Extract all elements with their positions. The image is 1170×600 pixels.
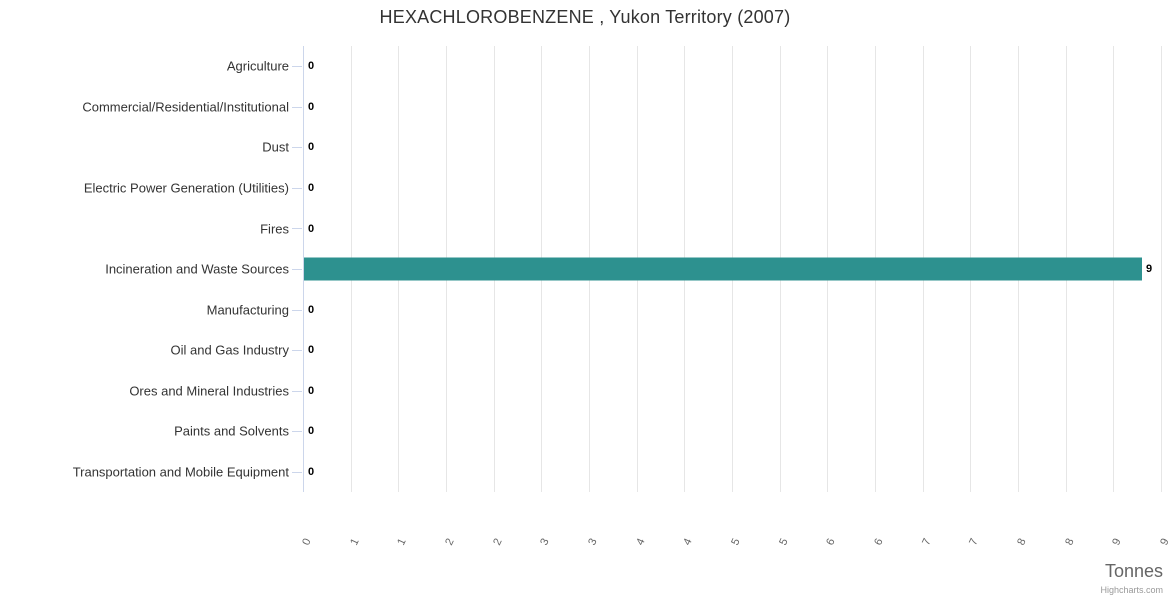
x-tick-label: 5 xyxy=(776,536,791,548)
x-tick-label: 4 xyxy=(681,536,696,548)
x-tick-label: 1 xyxy=(347,536,362,548)
category-axis-tick xyxy=(292,188,302,189)
category-axis-tick xyxy=(292,310,302,311)
x-tick-label: 4 xyxy=(633,536,648,548)
category-axis-tick xyxy=(292,107,302,108)
category-label: Transportation and Mobile Equipment xyxy=(72,464,289,480)
x-tick-label: 3 xyxy=(586,536,600,548)
x-tick-label: 9 xyxy=(1110,536,1125,548)
category-axis-line xyxy=(303,46,304,492)
data-label: 0 xyxy=(308,181,315,194)
x-tick-label: 2 xyxy=(443,536,457,548)
category-axis-tick xyxy=(292,350,302,351)
x-tick-label: 2 xyxy=(490,536,505,548)
data-label: 0 xyxy=(308,141,315,154)
x-tick-label: 1 xyxy=(395,536,410,548)
category-label: Paints and Solvents xyxy=(174,423,289,439)
x-tick-label: 7 xyxy=(967,536,982,548)
gridline xyxy=(1161,46,1162,492)
category-axis-tick xyxy=(292,228,302,229)
category-label: Commercial/Residential/Institutional xyxy=(82,99,289,115)
x-tick-label: 6 xyxy=(872,536,886,548)
data-label: 9 xyxy=(1146,263,1153,275)
category-axis-tick xyxy=(292,472,302,473)
category-label: Electric Power Generation (Utilities) xyxy=(83,180,289,196)
category-axis-tick xyxy=(292,147,302,148)
data-label: 0 xyxy=(308,100,315,113)
x-tick-label: 9 xyxy=(1158,536,1170,548)
category-axis-tick xyxy=(292,66,302,67)
x-tick-label: 0 xyxy=(300,536,314,548)
data-label: 0 xyxy=(308,344,315,357)
x-tick-label: 5 xyxy=(729,536,743,548)
x-tick-label: 7 xyxy=(919,536,934,548)
x-tick-label: 8 xyxy=(1015,536,1029,548)
category-label: Fires xyxy=(260,221,289,236)
highcharts-credit-link[interactable]: Highcharts.com xyxy=(1100,585,1163,595)
x-tick-label: 6 xyxy=(824,536,839,548)
data-label: 0 xyxy=(308,60,315,73)
category-axis-tick xyxy=(292,391,302,392)
chart-title: HEXACHLOROBENZENE , Yukon Territory (200… xyxy=(379,7,791,27)
data-label: 0 xyxy=(308,303,315,316)
x-axis-title: Tonnes xyxy=(1104,561,1163,581)
data-label: 0 xyxy=(308,465,315,478)
category-label: Incineration and Waste Sources xyxy=(105,261,289,277)
x-tick-label: 3 xyxy=(538,536,553,548)
x-tick-label: 8 xyxy=(1062,536,1077,548)
bar[interactable] xyxy=(304,257,1142,281)
category-label: Agriculture xyxy=(226,58,289,74)
category-axis-tick xyxy=(292,269,302,270)
data-label: 0 xyxy=(308,222,315,235)
data-label: 0 xyxy=(308,425,315,438)
data-label: 0 xyxy=(308,384,315,397)
category-label: Ores and Mineral Industries xyxy=(129,383,289,399)
category-axis-tick xyxy=(292,431,302,432)
category-label: Manufacturing xyxy=(206,302,289,317)
category-label: Oil and Gas Industry xyxy=(170,342,290,358)
category-label: Dust xyxy=(262,139,289,155)
